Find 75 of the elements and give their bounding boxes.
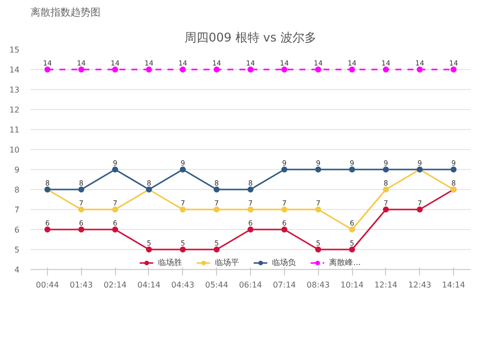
y-tick-label: 12 (9, 106, 20, 114)
x-tick-label: 14:14 (442, 280, 466, 290)
y-tick-label: 5 (14, 246, 20, 254)
y-tick-label: 6 (14, 226, 20, 234)
chart-title: 周四009 根特 vs 波尔多 (184, 30, 316, 44)
point (112, 166, 118, 172)
point (450, 66, 457, 72)
point (44, 66, 50, 72)
point (180, 66, 186, 72)
point (112, 226, 118, 232)
point (248, 66, 254, 72)
point (248, 226, 254, 232)
point (315, 206, 322, 212)
y-tick-label: 13 (9, 86, 20, 94)
point (112, 206, 118, 212)
y-tick-label: 4 (14, 266, 20, 274)
point (281, 66, 288, 72)
point (416, 206, 423, 212)
legend-label: 临场胜 (158, 257, 182, 268)
point (281, 206, 288, 212)
point (382, 66, 389, 72)
y-tick-label: 14 (9, 66, 20, 74)
point (214, 206, 220, 212)
point (349, 166, 356, 172)
x-tick-label: 00:44 (36, 280, 59, 290)
x-tick-label: 12:43 (408, 280, 432, 290)
point (281, 226, 288, 232)
point (180, 206, 186, 212)
x-tick-label: 06:14 (238, 280, 262, 290)
point (416, 66, 423, 72)
point (382, 206, 389, 212)
legend-label: 临场平 (215, 257, 240, 268)
text: 离散指数趋势图 (30, 6, 100, 18)
point (315, 66, 322, 72)
x-tick-label: 04:14 (137, 280, 160, 290)
x-tick-label: 05:44 (205, 280, 228, 290)
point (349, 226, 356, 232)
point (382, 186, 389, 192)
y-tick-label: 15 (9, 46, 20, 54)
point (78, 186, 84, 192)
y-tick-label: 9 (14, 166, 20, 174)
point (382, 166, 389, 172)
x-tick-label: 01:43 (70, 280, 93, 290)
y-tick-label: 7 (14, 206, 20, 214)
point (349, 246, 356, 252)
x-tick-label: 04:43 (171, 280, 194, 290)
x-tick-label: 12:14 (374, 280, 398, 290)
point (78, 206, 84, 212)
x-tick-label: 08:43 (306, 280, 330, 290)
point (44, 226, 50, 232)
point (146, 66, 152, 72)
y-tick-label: 11 (9, 126, 20, 134)
x-tick-label: 10:14 (340, 280, 364, 290)
point (315, 246, 322, 252)
legend-label: 临场负 (272, 257, 296, 268)
point (248, 186, 254, 192)
point (214, 186, 220, 192)
y-tick-label: 10 (9, 146, 20, 154)
point (281, 166, 288, 172)
x-tick-label: 07:14 (272, 280, 296, 290)
point (146, 246, 152, 252)
point (214, 246, 220, 252)
point (112, 66, 118, 72)
x-tick-label: 02:14 (104, 280, 127, 290)
legend-label: 离散峰... (329, 257, 361, 268)
point (214, 66, 220, 72)
point (180, 246, 186, 252)
point (315, 166, 322, 172)
point (248, 206, 254, 212)
y-tick-label: 8 (14, 186, 20, 194)
point (450, 166, 457, 172)
point (180, 166, 186, 172)
point (78, 66, 84, 72)
point (349, 66, 356, 72)
point (78, 226, 84, 232)
